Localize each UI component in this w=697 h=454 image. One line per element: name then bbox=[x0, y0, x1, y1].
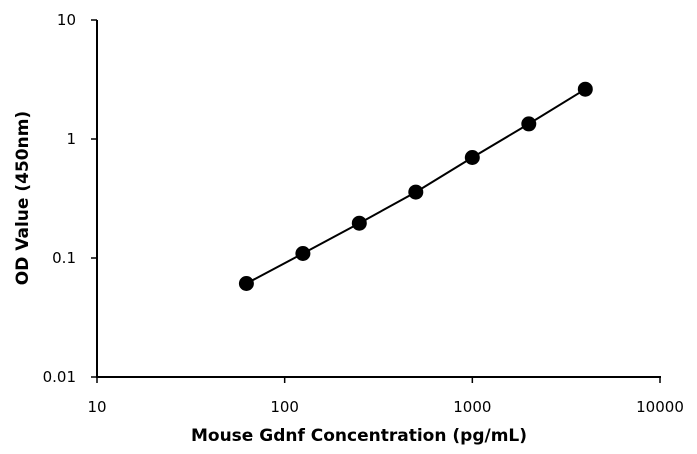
data-point bbox=[408, 184, 424, 200]
y-tick-label: 0.01 bbox=[43, 368, 76, 386]
data-point bbox=[577, 81, 593, 97]
x-tick-label: 100 bbox=[270, 398, 299, 416]
data-point bbox=[351, 215, 367, 231]
data-point bbox=[295, 246, 311, 261]
x-axis-title: Mouse Gdnf Concentration (pg/mL) bbox=[191, 426, 527, 446]
y-tick-label: 0.1 bbox=[52, 249, 76, 267]
y-axis-title: OD Value (450nm) bbox=[13, 111, 33, 285]
data bbox=[238, 81, 593, 291]
data-point bbox=[238, 276, 254, 291]
x-tick-label: 10000 bbox=[636, 398, 684, 416]
x-tick-label: 10 bbox=[87, 398, 106, 416]
axes bbox=[96, 20, 661, 378]
x-tick-label: 1000 bbox=[453, 398, 491, 416]
ticks: 10 100 1000 10000 0.01 0.1 1 10 bbox=[43, 11, 684, 416]
data-point bbox=[464, 150, 480, 165]
y-tick-label: 1 bbox=[66, 130, 76, 148]
data-point bbox=[521, 116, 537, 132]
y-tick-label: 10 bbox=[57, 11, 76, 29]
